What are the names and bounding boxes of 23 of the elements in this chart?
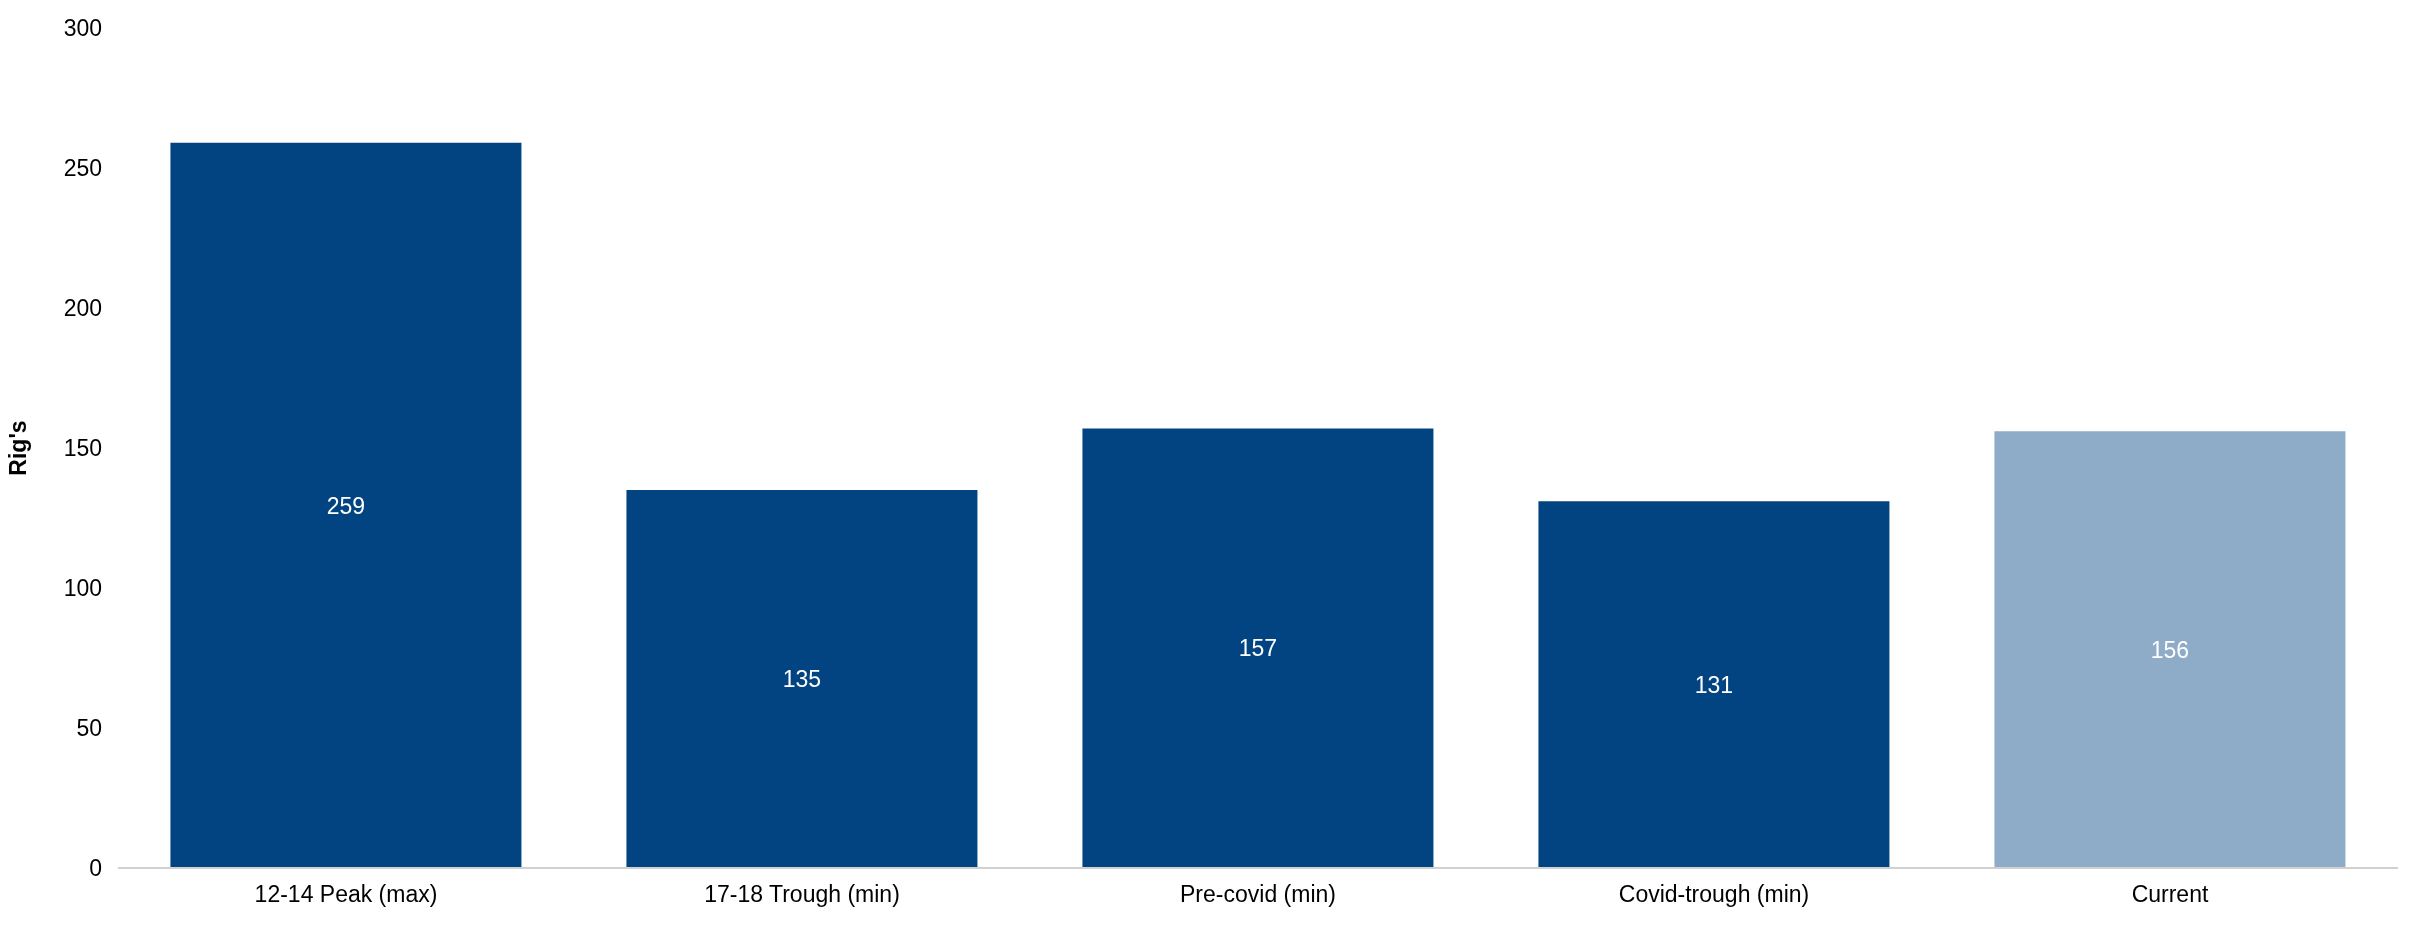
data-label: 259 — [326, 492, 366, 519]
data-label: 131 — [1694, 671, 1734, 698]
data-label: 135 — [782, 666, 822, 693]
y-tick-label: 150 — [63, 435, 102, 462]
y-tick-label: 250 — [63, 155, 102, 182]
bar — [170, 142, 522, 868]
x-tick-label: 12-14 Peak (max) — [254, 881, 438, 908]
y-tick-label: 200 — [63, 295, 102, 322]
y-tick-label: 300 — [63, 15, 102, 42]
data-label: 156 — [2150, 636, 2190, 663]
data-label: 157 — [1238, 635, 1278, 662]
bar — [1538, 501, 1890, 868]
x-tick-label: Covid-trough (min) — [1618, 881, 1810, 908]
y-tick-label: 100 — [63, 575, 102, 602]
x-tick-label: 17-18 Trough (min) — [704, 881, 900, 908]
x-tick-label: Current — [2131, 881, 2209, 908]
y-tick-label: 0 — [89, 855, 102, 882]
y-axis-title: Rig's — [5, 420, 32, 476]
y-tick-label: 50 — [76, 715, 102, 742]
bar — [1994, 431, 2346, 868]
bar — [626, 490, 978, 868]
x-tick-label: Pre-covid (min) — [1180, 881, 1336, 908]
bar — [1082, 428, 1434, 868]
